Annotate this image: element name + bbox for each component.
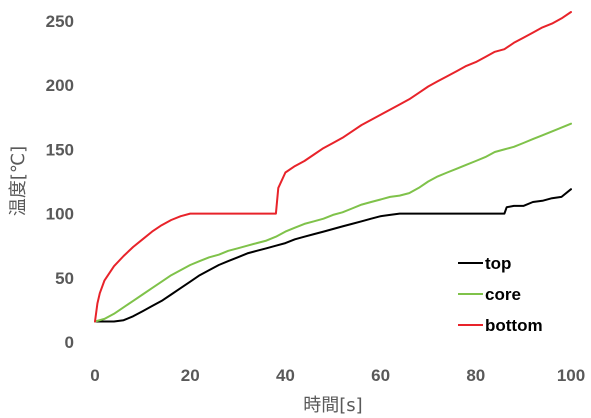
y-axis-ticks: 0 50 100 150 200 250: [46, 12, 74, 352]
y-tick-label: 0: [65, 333, 74, 352]
legend-label-core: core: [485, 285, 521, 304]
x-tick-label: 100: [557, 366, 585, 385]
x-axis-ticks: 0 20 40 60 80 100: [90, 366, 585, 385]
series-line-top: [94, 188, 572, 323]
x-tick-label: 20: [181, 366, 200, 385]
y-tick-label: 200: [46, 76, 74, 95]
y-tick-label: 100: [46, 205, 74, 224]
legend: top core bottom: [458, 254, 543, 335]
x-tick-label: 60: [371, 366, 390, 385]
y-tick-label: 150: [46, 140, 74, 159]
plot-area: [94, 11, 572, 323]
x-tick-label: 0: [90, 366, 99, 385]
y-tick-label: 50: [55, 269, 74, 288]
x-tick-label: 80: [466, 366, 485, 385]
legend-label-bottom: bottom: [485, 316, 543, 335]
legend-label-top: top: [485, 254, 511, 273]
x-axis-title: 時間[s]: [303, 395, 362, 416]
series-line-core: [94, 122, 572, 323]
y-tick-label: 250: [46, 12, 74, 31]
x-tick-label: 40: [276, 366, 295, 385]
series-line-bottom: [94, 11, 572, 323]
y-axis-title: 温度[℃]: [8, 146, 29, 216]
